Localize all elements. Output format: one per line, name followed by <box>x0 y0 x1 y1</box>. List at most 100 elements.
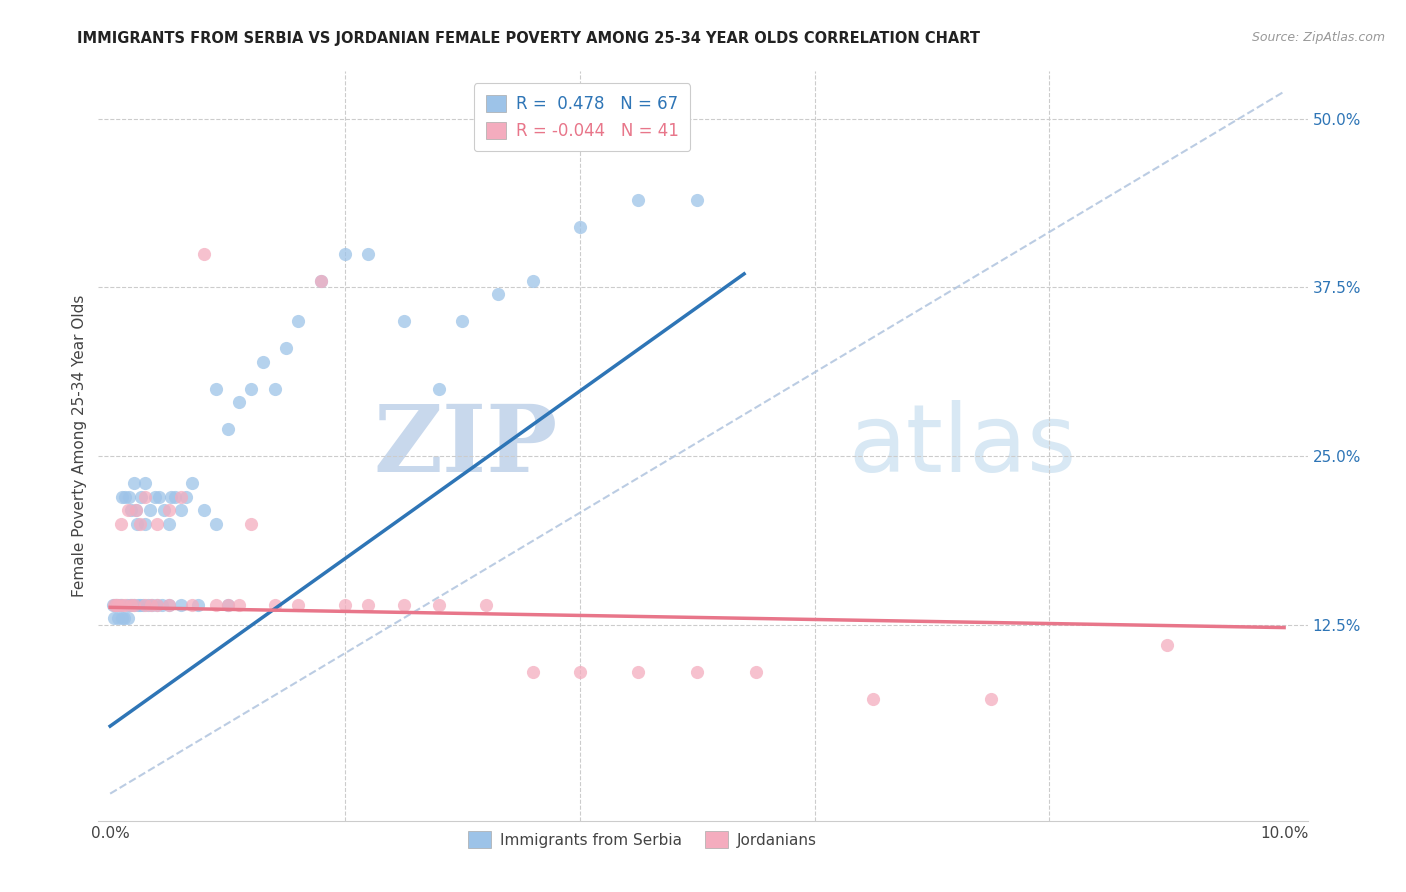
Point <box>139 503 162 517</box>
Point <box>568 665 591 680</box>
Point <box>120 503 142 517</box>
Point <box>240 382 263 396</box>
Text: IMMIGRANTS FROM SERBIA VS JORDANIAN FEMALE POVERTY AMONG 25-34 YEAR OLDS CORRELA: IMMIGRANTS FROM SERBIA VS JORDANIAN FEMA… <box>77 31 980 46</box>
Point <box>263 382 285 396</box>
Point <box>132 598 155 612</box>
Point <box>143 490 166 504</box>
Point <box>427 382 450 396</box>
Point <box>128 516 150 531</box>
Point <box>157 503 180 517</box>
Point <box>392 598 415 612</box>
Point <box>568 219 591 234</box>
Point <box>169 503 191 517</box>
Point <box>134 516 156 531</box>
Point <box>686 665 709 680</box>
Point <box>103 598 125 612</box>
Point <box>127 598 149 612</box>
Point <box>627 193 650 207</box>
Point <box>357 246 380 260</box>
Point <box>745 665 768 680</box>
Point <box>111 490 134 504</box>
Point <box>136 598 159 612</box>
Point <box>115 598 138 612</box>
Point <box>475 598 498 612</box>
Point <box>157 598 180 612</box>
Text: ZIP: ZIP <box>374 401 558 491</box>
Point <box>150 598 173 612</box>
Point <box>357 598 380 612</box>
Point <box>107 598 129 612</box>
Point <box>160 490 183 504</box>
Point <box>129 490 152 504</box>
Point <box>108 598 131 612</box>
Point <box>121 598 143 612</box>
Point <box>122 598 145 612</box>
Point <box>103 611 125 625</box>
Point <box>169 490 191 504</box>
Y-axis label: Female Poverty Among 25-34 Year Olds: Female Poverty Among 25-34 Year Olds <box>72 295 87 597</box>
Point <box>114 490 136 504</box>
Point <box>141 598 163 612</box>
Point <box>263 598 285 612</box>
Point <box>980 692 1002 706</box>
Point <box>204 516 226 531</box>
Point <box>1156 638 1178 652</box>
Point <box>486 287 509 301</box>
Point <box>153 503 176 517</box>
Point <box>105 598 128 612</box>
Point <box>252 354 274 368</box>
Point <box>118 490 141 504</box>
Point <box>105 598 128 612</box>
Point <box>333 246 356 260</box>
Point <box>204 598 226 612</box>
Text: atlas: atlas <box>848 400 1077 492</box>
Point <box>114 598 136 612</box>
Point <box>181 598 204 612</box>
Point <box>862 692 884 706</box>
Point <box>141 598 163 612</box>
Point <box>217 598 239 612</box>
Point <box>427 598 450 612</box>
Point <box>104 598 127 612</box>
Point <box>122 598 145 612</box>
Point <box>204 382 226 396</box>
Point <box>157 516 180 531</box>
Point <box>110 516 132 531</box>
Point <box>125 503 148 517</box>
Point <box>122 476 145 491</box>
Point <box>148 490 170 504</box>
Point <box>105 598 128 612</box>
Point <box>127 516 149 531</box>
Point <box>193 503 215 517</box>
Point <box>451 314 474 328</box>
Point <box>187 598 209 612</box>
Point <box>107 611 129 625</box>
Point <box>311 274 333 288</box>
Point <box>146 598 169 612</box>
Text: Source: ZipAtlas.com: Source: ZipAtlas.com <box>1251 31 1385 45</box>
Point <box>134 490 156 504</box>
Point <box>110 598 132 612</box>
Point <box>111 611 134 625</box>
Point <box>157 598 180 612</box>
Point <box>117 611 139 625</box>
Point <box>112 611 135 625</box>
Point <box>128 598 150 612</box>
Point <box>627 665 650 680</box>
Point <box>146 516 169 531</box>
Point <box>287 314 309 328</box>
Point <box>120 598 142 612</box>
Point <box>125 503 148 517</box>
Point <box>134 598 156 612</box>
Point <box>217 598 239 612</box>
Point <box>176 490 198 504</box>
Point <box>169 598 191 612</box>
Point <box>392 314 415 328</box>
Point <box>120 598 142 612</box>
Point <box>163 490 186 504</box>
Point <box>287 598 309 612</box>
Point <box>134 476 156 491</box>
Point <box>117 503 139 517</box>
Point <box>111 598 134 612</box>
Point <box>101 598 124 612</box>
